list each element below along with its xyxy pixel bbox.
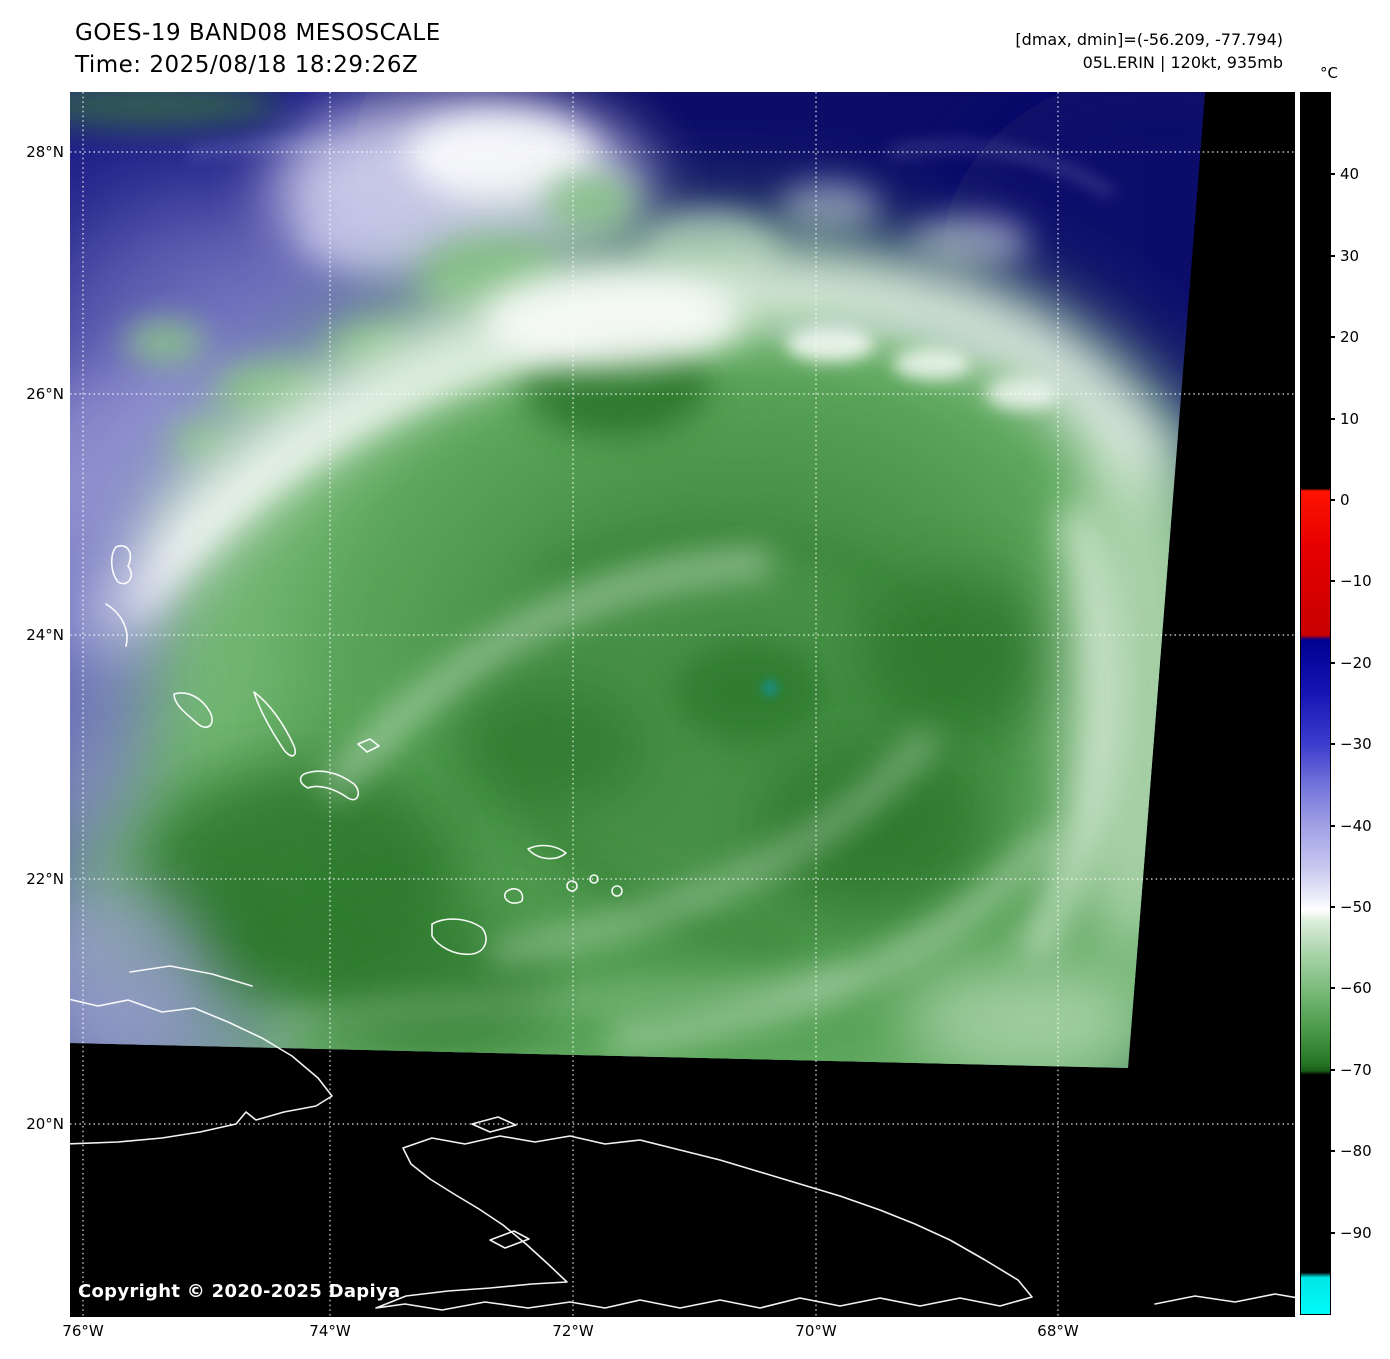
lat-tick-label: 28°N [26,143,64,161]
storm-info-label: 05L.ERIN | 120kt, 935mb [1082,53,1283,72]
gridlines [70,92,1295,1317]
lat-tick-label: 20°N [26,1115,64,1133]
tick-mark [1330,824,1335,827]
lat-tick-label: 26°N [26,385,64,403]
colorbar-tick-label: −50 [1340,898,1372,916]
hurricane-erin-cloud-shield [70,232,1205,1068]
tick-mark [1330,661,1335,664]
coastline-bahamas [110,545,133,585]
colorbar-tick-label: −80 [1340,1142,1372,1161]
temp-range-label: [dmax, dmin]=(-56.209, -77.794) [1015,30,1283,49]
colorbar-tick-label: 10 [1340,409,1360,428]
satellite-imagery [70,92,1205,1068]
colorbar-tick: −30 [1330,735,1372,753]
satellite-image [70,92,1295,1317]
colorbar-tick: −70 [1330,1061,1372,1079]
tick-mark [1330,743,1335,746]
colorbar-unit-label: °C [1320,64,1338,82]
lon-tick-label: 72°W [552,1322,594,1340]
coastline-puerto-rico [1154,1293,1295,1305]
tick-mark [1330,1150,1335,1153]
colorbar-tick: 30 [1330,247,1359,265]
lat-tick-label: 22°N [26,870,64,888]
coastline-cuba [70,998,333,1145]
page-title: GOES-19 BAND08 MESOSCALE [75,20,441,46]
colorbar-tick: 20 [1330,328,1359,346]
colorbar-tick: −80 [1330,1142,1372,1160]
colorbar-tick-label: −30 [1340,735,1372,754]
lon-tick-label: 70°W [795,1322,837,1340]
colorbar-tick: −90 [1330,1224,1372,1242]
colorbar-tick-label: 30 [1340,246,1360,265]
lon-tick-label: 76°W [62,1322,104,1340]
header-right: [dmax, dmin]=(-56.209, -77.794) 05L.ERIN… [1015,28,1283,74]
lat-tick-label: 24°N [26,626,64,644]
lon-tick-label: 74°W [309,1322,351,1340]
colorbar-tick: −20 [1330,654,1372,672]
tick-mark [1330,173,1335,176]
colorbar-tick-label: −10 [1340,572,1372,591]
tick-mark [1330,254,1335,257]
coastline-tortuga [471,1116,517,1133]
colorbar-tick-label: −60 [1340,979,1372,998]
colorbar-tick: 0 [1330,491,1350,509]
colorbar-tick-label: 20 [1340,328,1360,347]
tick-mark [1330,987,1335,990]
colorbar-tick-label: −90 [1340,1223,1372,1242]
colorbar-tick: −50 [1330,898,1372,916]
satellite-plot [70,92,1295,1317]
copyright-watermark: Copyright © 2020-2025 Dapiya [78,1281,401,1302]
colorbar-tick-label: 40 [1340,165,1360,184]
tick-mark [1330,1068,1335,1071]
storm-center [761,679,779,697]
colorbar-tick-label: −20 [1340,653,1372,672]
colorbar-tick-label: −70 [1340,1060,1372,1079]
tick-mark [1330,336,1335,339]
tick-mark [1330,1231,1335,1234]
colorbar-tick-label: −40 [1340,816,1372,835]
colorbar-tick: −40 [1330,817,1372,835]
colorbar-tick: −60 [1330,979,1372,997]
colorbar-tick: −10 [1330,572,1372,590]
coastline-hispaniola [375,1135,1033,1311]
colorbar-tick: 10 [1330,410,1359,428]
tick-mark [1330,498,1335,501]
timestamp-label: Time: 2025/08/18 18:29:26Z [75,52,419,78]
coastline-gonave [489,1230,530,1249]
lon-tick-label: 68°W [1037,1322,1079,1340]
colorbar-tick-label: 0 [1340,490,1350,509]
tick-mark [1330,417,1335,420]
tick-mark [1330,580,1335,583]
coastlines [70,545,1295,1311]
colorbar: 40 30 20 10 0 −10 −20 −30 −40 −50 −60 −7… [1300,92,1372,1315]
colorbar-tick: 40 [1330,165,1359,183]
tick-mark [1330,906,1335,908]
